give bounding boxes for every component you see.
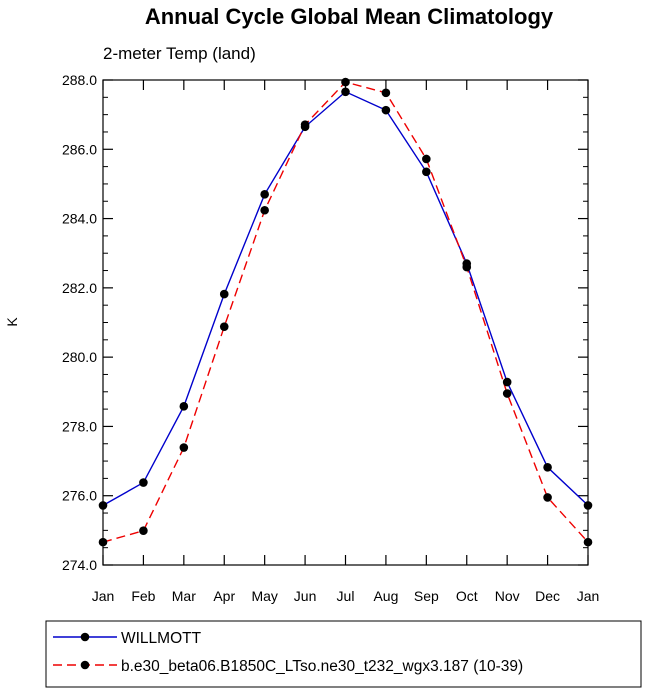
legend-marker [80,660,90,670]
data-point [462,262,472,272]
x-tick-label: Jun [294,588,317,604]
data-point [543,463,552,472]
legend: WILLMOTT b.e30_beta06.B1850C_LTso.ne30_t2… [53,630,523,675]
x-tick-label: Apr [213,588,235,604]
y-axis-label: K [4,317,20,327]
y-tick-label: 286.0 [62,141,97,157]
data-point [219,289,229,299]
data-point [98,537,108,547]
x-tick-label: Mar [172,588,196,604]
y-tick-label: 278.0 [62,418,97,434]
x-axis-ticks: Jan Feb Mar Apr May Jun Jul Aug Sep Oct Nov Dec Jan [92,80,600,604]
data-point [260,190,269,199]
data-point [502,377,512,387]
x-tick-label: Sep [414,588,439,604]
legend-label: b.e30_beta06.B1850C_LTso.ne30_t232_wgx3.… [121,658,523,675]
y-tick-label: 282.0 [62,280,97,296]
y-tick-label: 280.0 [62,349,97,365]
data-point [260,205,269,215]
data-point [341,77,350,87]
data-point [341,87,350,97]
data-point [381,105,391,115]
y-tick-label: 284.0 [62,211,97,227]
data-point [583,537,593,547]
x-tick-label: Jan [577,588,600,604]
y-tick-label: 276.0 [62,488,97,504]
data-point [502,389,512,398]
x-tick-label: Nov [495,588,520,604]
data-point [381,88,391,98]
data-point [543,493,552,502]
x-tick-label: Oct [456,588,478,604]
y-tick-label: 288.0 [62,72,97,88]
x-tick-label: Dec [535,588,560,604]
data-point [422,167,431,177]
series-line [102,81,589,543]
y-axis-ticks: 274.0 276.0 278.0 280.0 282.0 284.0 286.0 288.0 [62,72,588,573]
data-point [422,154,431,164]
chart-subtitle: 2-meter Temp (land) [103,44,256,63]
series-line [102,90,589,507]
legend-label: WILLMOTT [121,630,202,647]
x-tick-label: Aug [373,588,398,604]
data-point [98,501,108,510]
data-point [179,443,189,452]
series-layer [98,77,593,547]
data-point [219,322,229,331]
data-point [139,526,148,536]
data-point [179,402,189,411]
x-tick-label: Jul [337,588,355,604]
data-point [300,120,310,129]
data-point [139,478,148,487]
x-tick-label: Feb [131,588,155,604]
y-tick-label: 274.0 [62,557,97,573]
data-point [583,501,593,510]
legend-marker [80,632,90,642]
x-tick-label: Jan [92,588,115,604]
chart-title: Annual Cycle Global Mean Climatology [145,4,554,29]
plot-frame [102,79,589,566]
x-tick-label: May [251,588,277,604]
legend-box [45,620,642,688]
